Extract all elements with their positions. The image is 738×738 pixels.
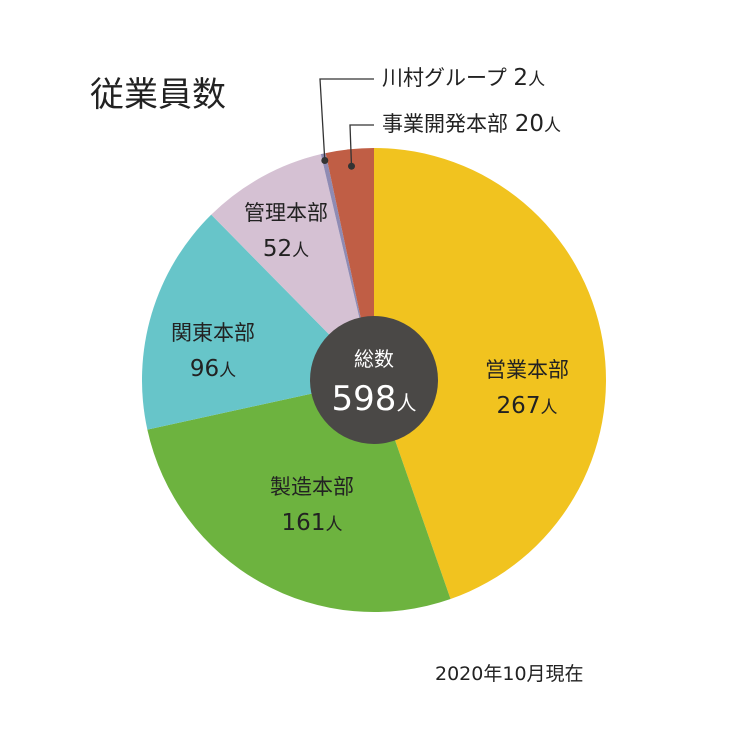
leader-line-bizdev [349,124,374,167]
chart-title: 従業員数 [90,75,226,115]
total-number: 598 [332,379,397,419]
date-note: 2020年10月現在 [435,663,584,685]
slice-label-sales: 営業本部 [485,358,569,382]
slice-value-admin: 52人 [263,236,309,262]
slice-label-kanto: 関東本部 [171,321,255,345]
total-unit: 人 [396,391,416,415]
callout-label-bizdev: 事業開発本部 20人 [382,111,561,137]
total-center-disc [310,316,438,444]
total-value: 598人 [332,379,417,419]
callout-label-kawamura: 川村グループ 2人 [382,65,545,91]
slice-value-sales: 267人 [497,393,558,419]
leader-dot-kawamura [321,157,329,164]
slice-value-kanto: 96人 [190,356,236,382]
total-label: 総数 [354,347,394,371]
slice-label-manufacturing: 製造本部 [270,475,354,499]
slice-admin [211,154,374,380]
callout-leaders [319,78,374,170]
slice-value-manufacturing: 161人 [282,510,343,536]
slice-label-admin: 管理本部 [244,201,328,225]
slice-sales [374,148,606,600]
leader-line-kawamura [319,78,374,161]
leader-dot-bizdev [348,162,355,170]
